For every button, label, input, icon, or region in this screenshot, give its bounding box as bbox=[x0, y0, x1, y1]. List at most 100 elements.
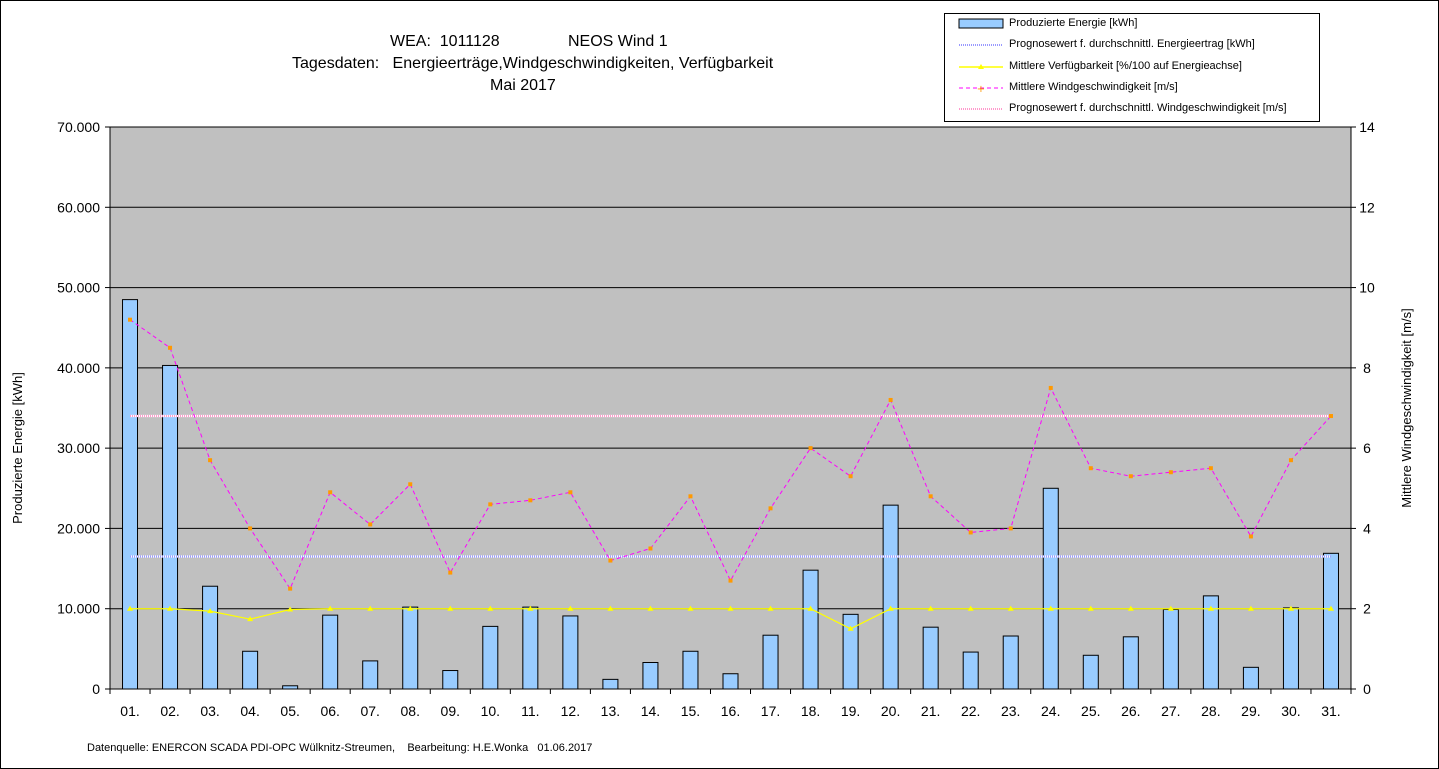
x-tick-label: 14. bbox=[641, 703, 660, 719]
y-tick-label: 20.000 bbox=[57, 520, 100, 536]
x-tick-label: 03. bbox=[200, 703, 219, 719]
availability-point bbox=[1207, 605, 1214, 611]
availability-point bbox=[767, 605, 774, 611]
availability-point bbox=[1327, 605, 1334, 611]
chart-title-turbine-name: NEOS Wind 1 bbox=[568, 33, 668, 50]
chart-legend: Produzierte Energie [kWh] Prognosewert f… bbox=[944, 13, 1320, 122]
x-tick-label: 09. bbox=[441, 703, 460, 719]
wind-speed-point bbox=[768, 506, 773, 511]
plot-area bbox=[109, 126, 1352, 690]
x-tick-label: 21. bbox=[921, 703, 940, 719]
energy-bar bbox=[362, 660, 379, 690]
x-tick-label: 05. bbox=[280, 703, 299, 719]
energy-bar bbox=[802, 569, 819, 690]
wind-speed-point bbox=[1048, 385, 1053, 390]
availability-point bbox=[807, 605, 814, 611]
wind-speed-point bbox=[568, 490, 573, 495]
energy-bar bbox=[682, 650, 699, 690]
x-tick-label: 06. bbox=[320, 703, 339, 719]
energy-bar bbox=[602, 678, 619, 690]
energy-bar bbox=[242, 650, 259, 690]
energy-bar bbox=[442, 670, 459, 690]
wind-speed-point bbox=[128, 317, 133, 322]
x-tick-label: 25. bbox=[1081, 703, 1100, 719]
wind-speed-point bbox=[1088, 466, 1093, 471]
energy-bar bbox=[202, 585, 219, 690]
wind-speed-point bbox=[208, 458, 213, 463]
x-tick-label: 19. bbox=[841, 703, 860, 719]
x-tick-label: 29. bbox=[1241, 703, 1260, 719]
x-tick-label: 07. bbox=[360, 703, 379, 719]
energy-bar bbox=[1122, 636, 1139, 690]
availability-point bbox=[447, 605, 454, 611]
legend-label-wind-forecast: Prognosewert f. durchschnittl. Windgesch… bbox=[1009, 102, 1287, 114]
legend-label-wind: Mittlere Windgeschwindigkeit [m/s] bbox=[1009, 81, 1178, 93]
y-tick-label: 40.000 bbox=[57, 360, 100, 376]
energy-bar bbox=[842, 613, 859, 690]
availability-point bbox=[247, 616, 254, 622]
energy-bar bbox=[1282, 607, 1299, 690]
y-tick-label: 10.000 bbox=[57, 601, 100, 617]
y-right-tick-label: 8 bbox=[1363, 360, 1371, 376]
availability-point bbox=[327, 605, 334, 611]
y-right-tick-label: 0 bbox=[1363, 681, 1371, 697]
availability-point bbox=[727, 605, 734, 611]
availability-point bbox=[967, 605, 974, 611]
x-tick-label: 18. bbox=[801, 703, 820, 719]
wind-speed-point bbox=[848, 474, 853, 479]
energy-bar bbox=[282, 685, 299, 690]
legend-item-wind: + Mittlere Windgeschwindigkeit [m/s] bbox=[945, 80, 1319, 96]
legend-item-energy-forecast: Prognosewert f. durchschnittl. Energieer… bbox=[945, 37, 1319, 53]
legend-swatch-availability bbox=[959, 64, 1003, 69]
availability-point bbox=[1127, 605, 1134, 611]
energy-bar bbox=[562, 615, 579, 690]
wind-speed-point bbox=[968, 530, 973, 535]
y-tick-label: 0 bbox=[92, 681, 100, 697]
availability-point bbox=[847, 625, 854, 631]
x-tick-label: 28. bbox=[1201, 703, 1220, 719]
availability-point bbox=[1287, 605, 1294, 611]
x-tick-label: 13. bbox=[601, 703, 620, 719]
wind-speed-point bbox=[168, 345, 173, 350]
wind-speed-point bbox=[808, 446, 813, 451]
y-tick-label: 60.000 bbox=[57, 199, 100, 215]
x-tick-label: 27. bbox=[1161, 703, 1180, 719]
svg-text:+: + bbox=[977, 84, 985, 94]
availability-point bbox=[1167, 605, 1174, 611]
wind-speed-point bbox=[288, 586, 293, 591]
y-tick-label: 50.000 bbox=[57, 280, 100, 296]
energy-bar bbox=[402, 606, 419, 690]
y-axis-title: Produzierte Energie [kWh] bbox=[10, 372, 25, 524]
data-source-footer: Datenquelle: ENERCON SCADA PDI-OPC Wülkn… bbox=[87, 742, 593, 754]
x-tick-label: 10. bbox=[481, 703, 500, 719]
y-right-tick-label: 2 bbox=[1363, 601, 1371, 617]
legend-label-energy: Produzierte Energie [kWh] bbox=[1009, 17, 1138, 29]
chart-subtitle: Tagesdaten: Energieerträge,Windgeschwind… bbox=[292, 55, 774, 72]
x-tick-label: 15. bbox=[681, 703, 700, 719]
wind-speed-point bbox=[728, 578, 733, 583]
availability-point bbox=[687, 605, 694, 611]
availability-point bbox=[127, 605, 134, 611]
wind-speed-point bbox=[328, 490, 333, 495]
availability-point bbox=[287, 606, 294, 612]
wind-speed-point bbox=[1288, 458, 1293, 463]
x-tick-label: 12. bbox=[561, 703, 580, 719]
wind-speed-point bbox=[1248, 534, 1253, 539]
x-tick-label: 30. bbox=[1281, 703, 1300, 719]
y-right-tick-label: 14 bbox=[1359, 119, 1375, 135]
availability-point bbox=[527, 605, 534, 611]
energy-bar bbox=[1242, 666, 1259, 690]
energy-bar bbox=[722, 673, 739, 690]
wind-speed-point bbox=[608, 558, 613, 563]
energy-bar bbox=[762, 634, 779, 690]
availability-point bbox=[647, 605, 654, 611]
availability-point bbox=[1047, 605, 1054, 611]
availability-point bbox=[607, 605, 614, 611]
legend-item-wind-forecast: Prognosewert f. durchschnittl. Windgesch… bbox=[945, 101, 1319, 117]
wind-speed-point bbox=[1128, 474, 1133, 479]
legend-item-energy: Produzierte Energie [kWh] bbox=[945, 16, 1319, 32]
energy-bar bbox=[122, 299, 139, 690]
wind-speed-point bbox=[688, 494, 693, 499]
energy-bar bbox=[1002, 635, 1019, 690]
